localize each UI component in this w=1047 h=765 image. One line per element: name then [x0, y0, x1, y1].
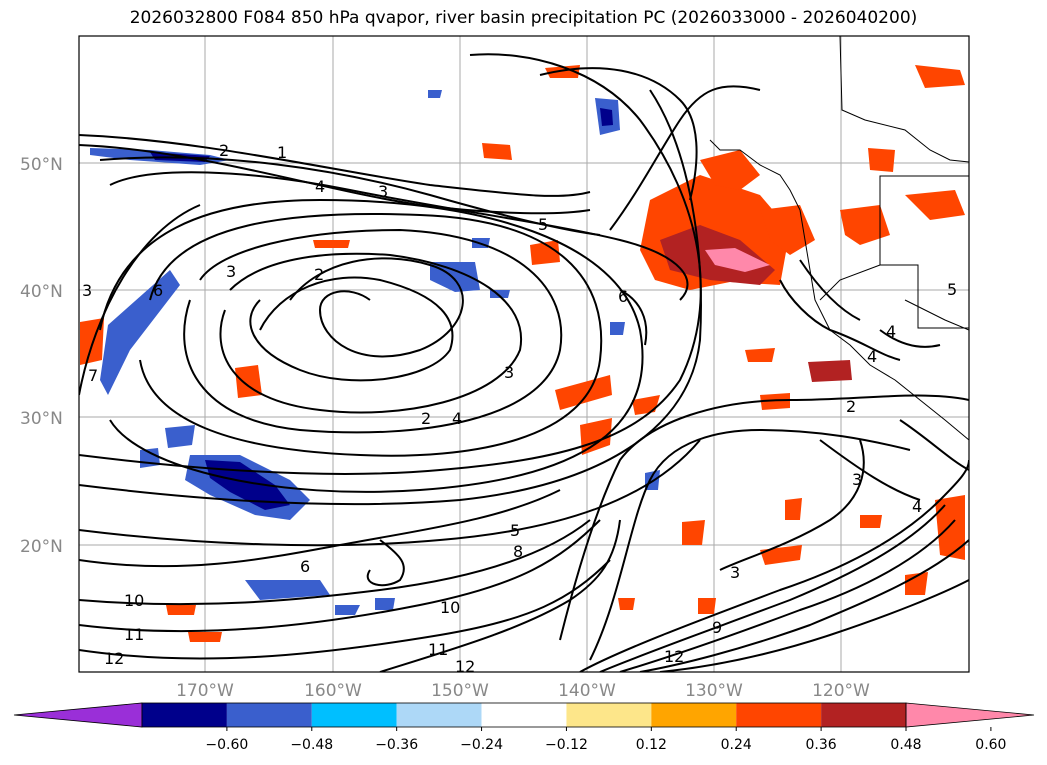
colorbar-tick-label: 0.36	[806, 737, 837, 753]
contour-label: 6	[300, 557, 310, 576]
colorbar-segment	[396, 703, 482, 727]
colorbar-segment	[142, 703, 227, 727]
lat-label: 40°N	[20, 282, 63, 302]
contour-label: 1	[277, 143, 287, 162]
colorbar-segment	[566, 703, 652, 727]
contour-label: 5	[510, 521, 520, 540]
lon-label: 120°W	[812, 681, 870, 701]
lat-label: 50°N	[20, 155, 63, 175]
lon-label: 160°W	[304, 681, 362, 701]
lat-labels: 50°N 40°N 30°N 20°N	[20, 155, 63, 557]
contour-label: 4	[315, 177, 325, 196]
contour-label: 4	[912, 497, 922, 516]
map-frame	[78, 35, 970, 673]
colorbar-tick-label: −0.48	[290, 737, 333, 753]
contour-label: 3	[852, 470, 862, 489]
lon-label: 140°W	[558, 681, 616, 701]
lat-label: 30°N	[20, 409, 63, 429]
contour-label: 3	[504, 363, 514, 382]
contour-label: 5	[538, 215, 548, 234]
contours	[79, 53, 969, 672]
contour-label: 12	[455, 657, 475, 676]
colorbar-extend-low	[13, 702, 143, 728]
contour-label: 11	[124, 625, 144, 644]
lon-labels: 170°W 160°W 150°W 140°W 130°W 120°W	[176, 681, 870, 701]
colorbar-tick-label: −0.36	[375, 737, 418, 753]
contour-label: 4	[867, 347, 877, 366]
colorbar-tick-label: −0.12	[545, 737, 588, 753]
contour-label: 2	[219, 141, 229, 160]
contour-label: 3	[730, 563, 740, 582]
contour-label: 2	[421, 409, 431, 428]
contour-label: 3	[226, 262, 236, 281]
shaded-regions	[80, 65, 965, 642]
contour-label: 6	[618, 287, 628, 306]
gridlines	[79, 36, 969, 672]
lon-label: 170°W	[176, 681, 234, 701]
contour-label: 4	[452, 409, 462, 428]
lat-label: 20°N	[20, 537, 63, 557]
contour-label: 12	[664, 647, 684, 666]
colorbar-tick-label: 0.12	[636, 737, 667, 753]
colorbar-tick-label: −0.60	[205, 737, 248, 753]
contour-label: 6	[153, 281, 163, 300]
contour-label: 3	[82, 281, 92, 300]
colorbar-tick-label: 0.60	[975, 737, 1006, 753]
contour-label: 2	[314, 265, 324, 284]
chart-title: 2026032800 F084 850 hPa qvapor, river ba…	[129, 8, 918, 28]
colorbar-segment	[651, 703, 737, 727]
colorbar-segment	[821, 703, 906, 727]
colorbar-tick-label: −0.24	[460, 737, 503, 753]
contour-label: 10	[124, 591, 144, 610]
contour-label: 10	[440, 598, 460, 617]
contour-label: 12	[104, 649, 124, 668]
colorbar-segment	[481, 703, 567, 727]
lon-label: 150°W	[431, 681, 489, 701]
colorbar-extend-high	[905, 702, 1035, 728]
colorbar-tick-label: 0.24	[721, 737, 752, 753]
contour-labels: 2 1 4 3 5 3 2 6 3 7 3 2 4 6 5 8 10 11 12…	[82, 141, 957, 676]
colorbar: −0.60 −0.48 −0.36 −0.24 −0.12 0.12 0.24 0.36 0.4…	[13, 702, 1035, 753]
colorbar-tick-label: 0.48	[890, 737, 921, 753]
colorbar-segment	[736, 703, 822, 727]
map-area	[79, 36, 969, 672]
contour-label: 7	[88, 366, 98, 385]
contour-label: 11	[428, 640, 448, 659]
contour-label: 4	[886, 322, 896, 341]
lon-label: 130°W	[685, 681, 743, 701]
contour-label: 5	[947, 280, 957, 299]
contour-label: 8	[513, 542, 523, 561]
colorbar-segment	[311, 703, 397, 727]
contour-label: 3	[378, 182, 388, 201]
contour-label: 9	[712, 618, 722, 637]
colorbar-frame	[141, 702, 907, 728]
contour-label: 2	[846, 397, 856, 416]
colorbar-segment	[226, 703, 312, 727]
